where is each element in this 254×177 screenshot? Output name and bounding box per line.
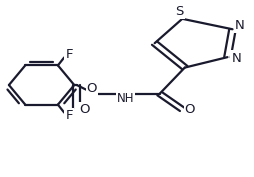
Text: O: O	[79, 103, 90, 116]
Text: N: N	[231, 52, 241, 64]
Text: O: O	[185, 103, 195, 116]
Text: S: S	[176, 5, 184, 18]
Text: F: F	[66, 48, 73, 61]
Text: O: O	[87, 82, 97, 95]
Text: N: N	[235, 19, 245, 32]
Text: F: F	[66, 109, 73, 122]
Text: NH: NH	[117, 92, 135, 105]
